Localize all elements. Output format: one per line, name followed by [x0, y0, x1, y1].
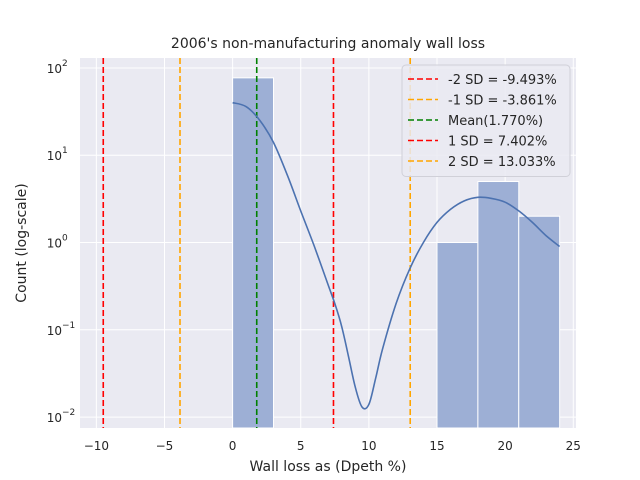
y-tick-exponent: 1 — [62, 146, 68, 156]
x-tick-label: 15 — [429, 439, 444, 453]
histogram-bar — [518, 215, 561, 429]
x-tick-label: 25 — [566, 439, 581, 453]
sd-lines — [102, 58, 412, 428]
y-tick-label: 10 0 — [47, 234, 68, 251]
y-tick-label: 10 1 — [47, 146, 68, 163]
kde-curve — [232, 101, 561, 410]
x-tick-label: 20 — [498, 439, 513, 453]
x-axis-label: Wall loss as (Dpeth %) — [250, 459, 407, 475]
y-tick-base: 10 — [47, 411, 62, 425]
y-tick-exponent: −1 — [62, 321, 75, 331]
chart-title: 2006's non-manufacturing anomaly wall lo… — [171, 36, 485, 52]
legend-box — [401, 64, 571, 177]
histogram-bars — [232, 77, 561, 429]
histogram-bar — [477, 181, 520, 429]
x-tick-label: −10 — [84, 439, 109, 453]
y-tick-exponent: 0 — [62, 234, 68, 244]
y-tick-label: 10 −2 — [47, 408, 76, 425]
x-tick-label: 5 — [297, 439, 305, 453]
x-tick-label: 0 — [229, 439, 237, 453]
legend-entry: -2 SD = -9.493% — [448, 73, 557, 88]
histogram-bar — [436, 242, 479, 429]
legend-entry: 2 SD = 13.033% — [448, 155, 556, 170]
legend: -2 SD = -9.493% -1 SD = -3.861% Mean(1.770… — [401, 64, 571, 177]
y-tick-label: 10 2 — [47, 59, 68, 76]
y-tick-base: 10 — [47, 237, 62, 251]
x-tick-label: −5 — [156, 439, 174, 453]
legend-entry: Mean(1.770%) — [448, 114, 543, 129]
legend-entry: 1 SD = 7.402% — [448, 135, 547, 150]
x-tick-label: 10 — [361, 439, 376, 453]
y-tick-base: 10 — [47, 324, 62, 338]
histogram-bar — [232, 77, 274, 429]
x-tick-labels: −10 −5 0 5 10 15 20 25 — [84, 439, 581, 453]
y-tick-exponent: −2 — [62, 408, 75, 418]
y-tick-base: 10 — [47, 62, 62, 76]
legend-entry: -1 SD = -3.861% — [448, 94, 557, 109]
y-tick-label: 10 −1 — [47, 321, 76, 338]
y-tick-exponent: 2 — [62, 59, 68, 69]
y-axis-label: Count (log-scale) — [14, 183, 30, 302]
y-tick-base: 10 — [47, 149, 62, 163]
